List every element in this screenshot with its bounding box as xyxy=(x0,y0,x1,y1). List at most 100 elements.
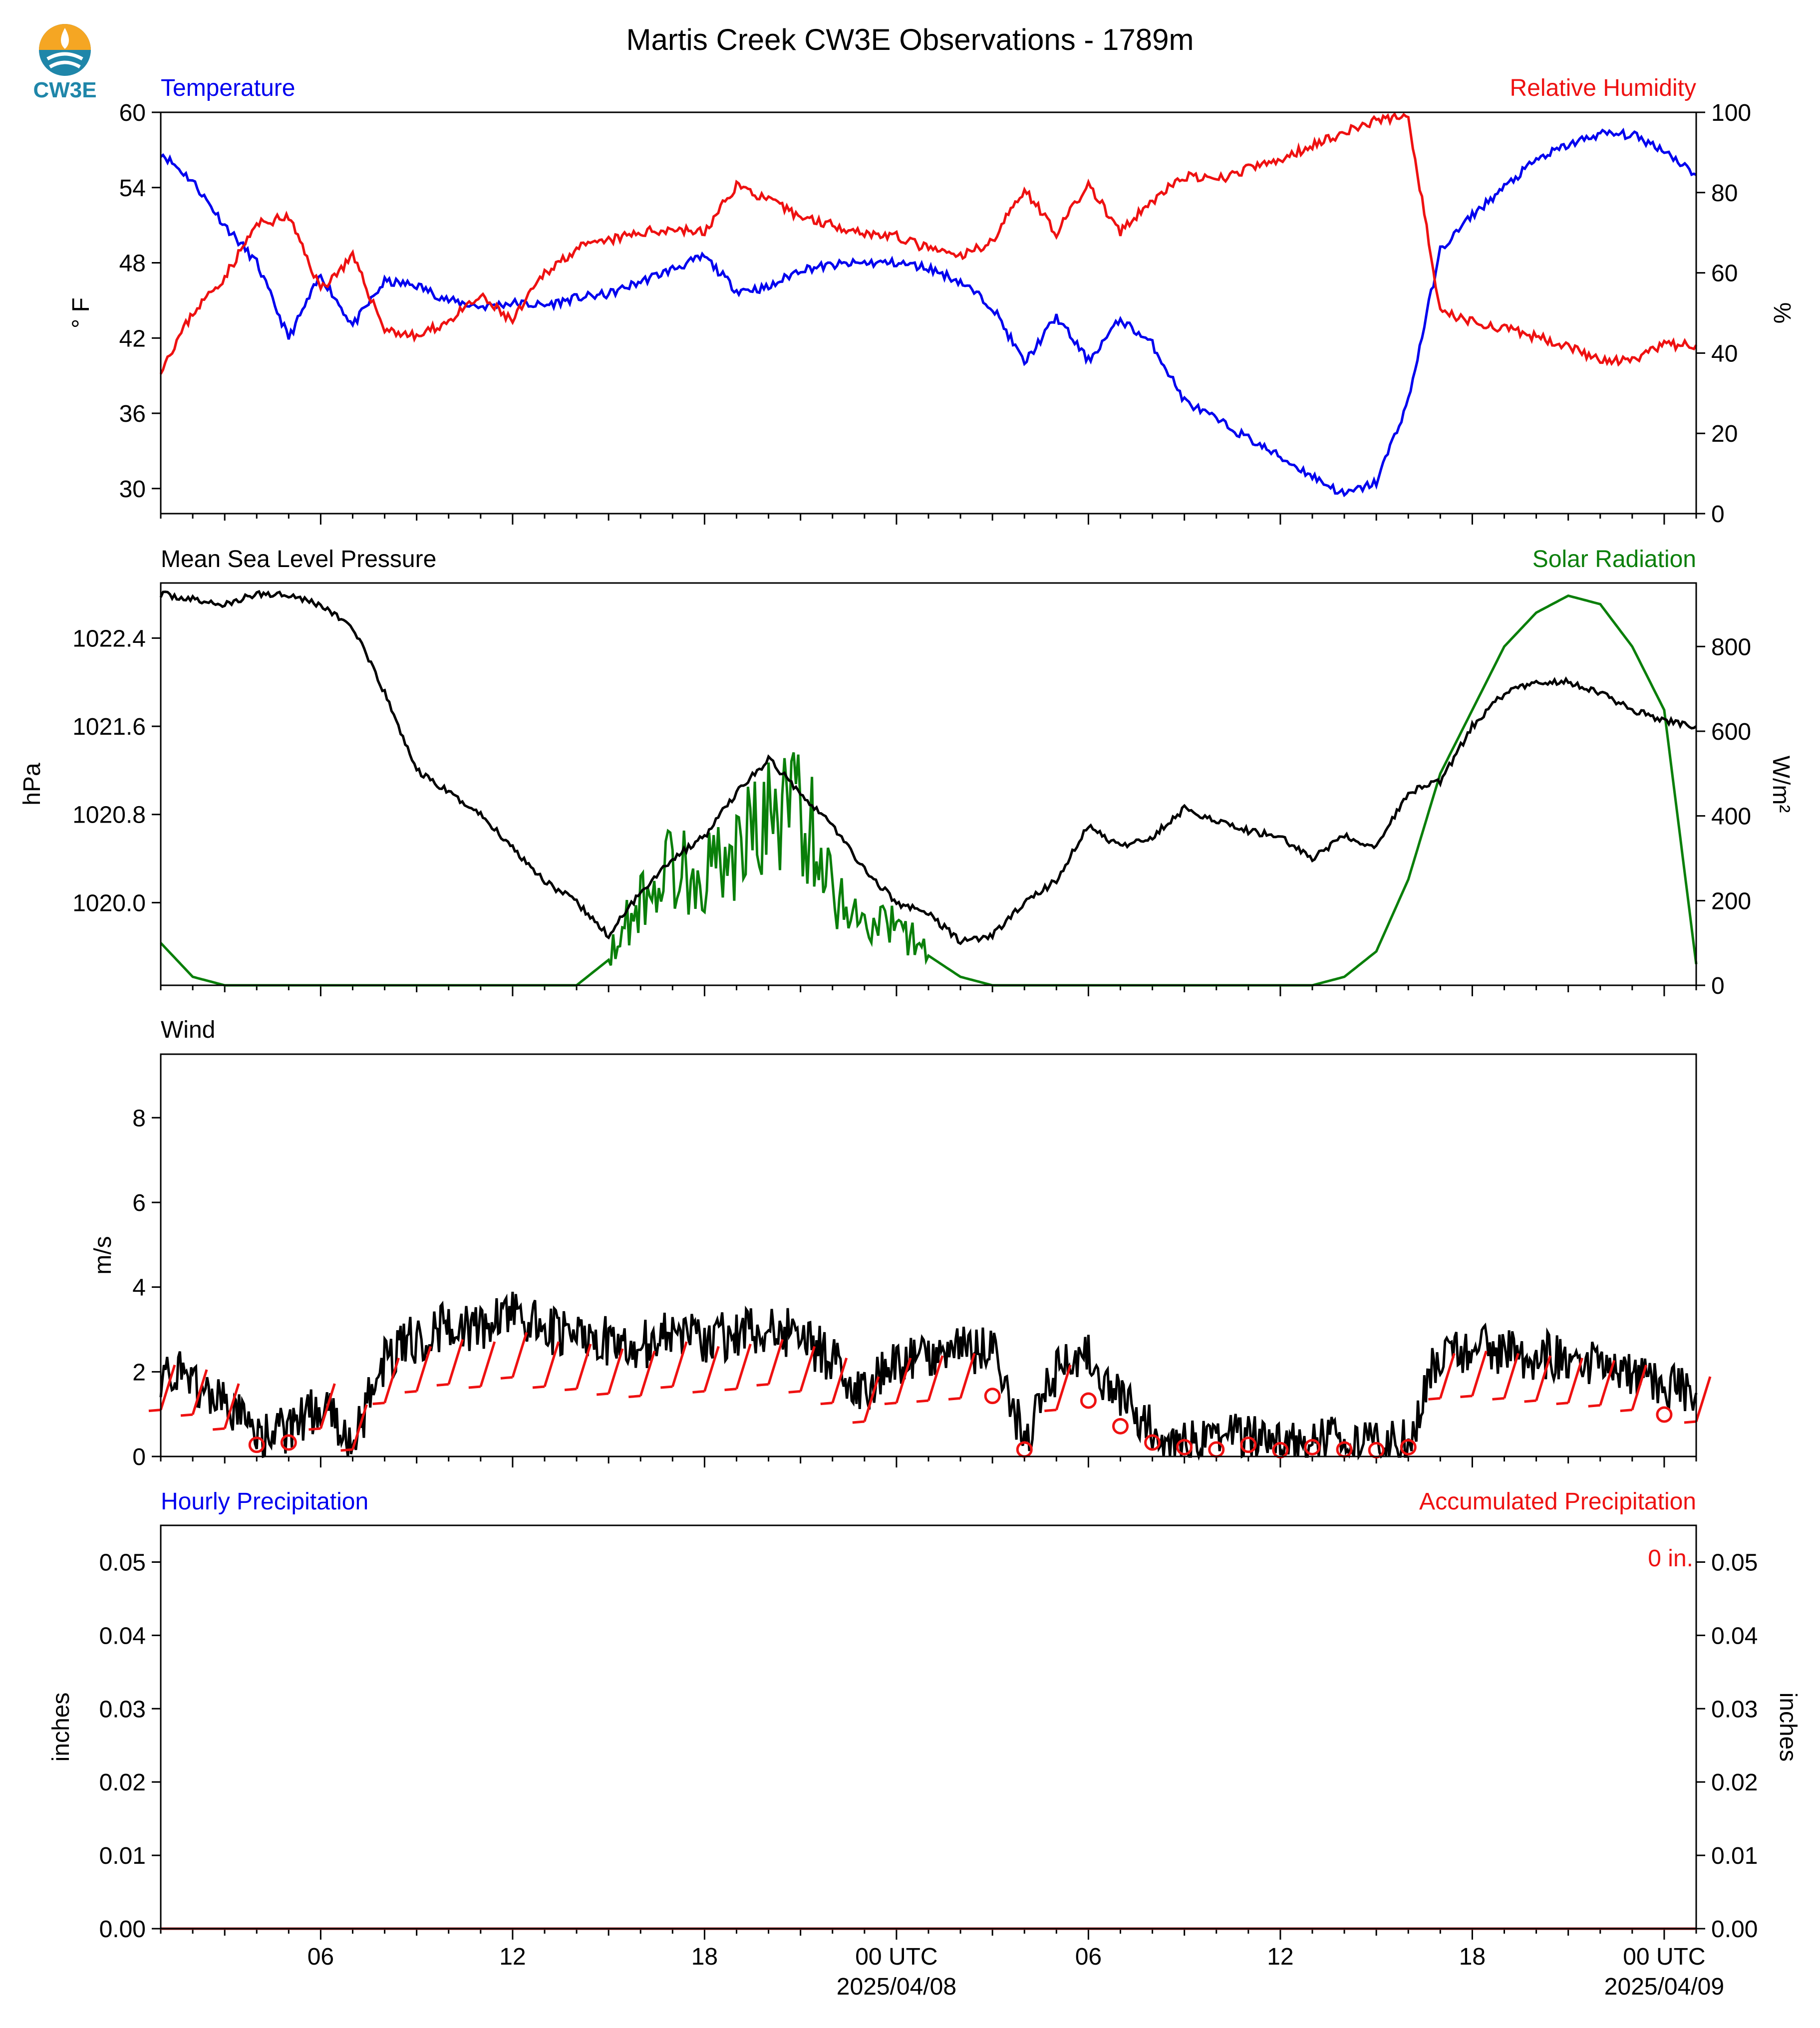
cw3e-logo: CW3E xyxy=(33,24,97,102)
panel3-frame xyxy=(160,1053,1697,1457)
wind-barb-marker xyxy=(1588,1360,1616,1408)
accum-precip-axis-tick-label: 0.04 xyxy=(1711,1623,1758,1649)
accum-precip-axis-tick-label: 0.03 xyxy=(1711,1696,1758,1723)
panel4-yticks-left: 0.00 0.01 0.02 0.03 0.04 0.05 xyxy=(99,1549,161,1943)
panel2-title-left: Mean Sea Level Pressure xyxy=(161,546,436,573)
panel2-ylabel-right: W/m² xyxy=(1768,756,1794,813)
wind-barb-marker xyxy=(372,1357,400,1406)
panel1-yticks-right: 0 20 40 60 80 100 xyxy=(1696,100,1751,528)
wind-barb-marker xyxy=(1620,1364,1648,1413)
panel1-title-left: Temperature xyxy=(161,75,295,101)
wind-barb-marker xyxy=(180,1369,208,1417)
wind-calm-marker xyxy=(1144,1434,1161,1451)
humidity-axis-tick-label: 60 xyxy=(1711,261,1738,287)
panel-precipitation: Hourly Precipitation Accumulated Precipi… xyxy=(48,1488,1801,2000)
x-date-label: 2025/04/08 xyxy=(837,1974,956,2000)
wind-calm-marker xyxy=(1080,1392,1097,1409)
panel2-frame xyxy=(160,582,1697,986)
wind-calm-marker xyxy=(984,1388,1001,1405)
temperature-axis-tick-label: 42 xyxy=(119,325,146,352)
pressure-line xyxy=(159,589,1697,945)
panel2-title-right: Solar Radiation xyxy=(1532,546,1696,573)
accum-precip-axis-tick-label: 0.02 xyxy=(1711,1769,1758,1796)
wind-speed-line xyxy=(159,1291,1698,1461)
solar-axis-tick-label: 800 xyxy=(1711,634,1751,660)
pressure-axis-tick-label: 1020.8 xyxy=(72,802,146,829)
wind-calm-marker xyxy=(280,1434,297,1451)
wind-barb-marker xyxy=(884,1357,912,1406)
panel1-ylabel-left: ° F xyxy=(68,297,94,328)
relative-humidity-line xyxy=(159,112,1698,375)
wind-axis-tick-label: 2 xyxy=(132,1359,146,1386)
panel1-xticks xyxy=(160,514,1697,525)
solar-axis-tick-label: 400 xyxy=(1711,804,1751,830)
panel4-title-right: Accumulated Precipitation xyxy=(1419,1488,1696,1515)
x-tick-label: 12 xyxy=(499,1944,526,1970)
logo-text: CW3E xyxy=(33,78,96,102)
panel-pressure-solar: Mean Sea Level Pressure Solar Radiation … xyxy=(19,546,1794,999)
solar-axis-tick-label: 600 xyxy=(1711,719,1751,745)
wind-barb-marker xyxy=(1428,1353,1456,1401)
panel4-ylabel-right: inches xyxy=(1775,1693,1801,1762)
hourly-precip-axis-tick-label: 0.05 xyxy=(99,1549,146,1576)
hourly-precip-axis-tick-label: 0.04 xyxy=(99,1623,146,1649)
x-tick-label: 18 xyxy=(1459,1944,1486,1970)
wind-axis-tick-label: 4 xyxy=(132,1275,146,1301)
temperature-axis-tick-label: 60 xyxy=(119,100,146,126)
panel-wind: Wind 0 2 4 6 8 m/s xyxy=(90,1017,1712,1470)
wind-barb-marker xyxy=(212,1383,240,1431)
humidity-axis-tick-label: 80 xyxy=(1711,180,1738,207)
wind-calm-marker xyxy=(248,1437,265,1453)
wind-barb-marker xyxy=(1460,1350,1488,1399)
hourly-precip-axis-tick-label: 0.01 xyxy=(99,1843,146,1869)
wind-barb-marker xyxy=(724,1343,752,1392)
temperature-line xyxy=(160,127,1697,498)
temperature-axis-tick-label: 48 xyxy=(119,251,146,277)
figure-title: Martis Creek CW3E Observations - 1789m xyxy=(626,23,1194,56)
wind-barb-marker xyxy=(1684,1376,1712,1424)
accum-precip-axis-tick-label: 0.01 xyxy=(1711,1843,1758,1869)
wind-barb-marker xyxy=(1524,1355,1551,1403)
hourly-precip-axis-tick-label: 0.03 xyxy=(99,1696,146,1723)
wind-barb-marker xyxy=(788,1346,816,1394)
precip-total-annotation: 0 in. xyxy=(1648,1545,1693,1572)
wind-barb-marker xyxy=(692,1346,720,1394)
x-tick-label: 00 UTC xyxy=(855,1944,937,1970)
hourly-precip-axis-tick-label: 0.00 xyxy=(99,1916,146,1943)
x-tick-label: 06 xyxy=(1075,1944,1102,1970)
wind-barb-marker xyxy=(340,1404,368,1452)
temperature-axis-tick-label: 30 xyxy=(119,476,146,503)
humidity-axis-tick-label: 40 xyxy=(1711,340,1738,367)
panel4-frame xyxy=(160,1524,1697,1930)
wind-barbs xyxy=(148,1332,1712,1458)
temperature-axis-tick-label: 54 xyxy=(119,175,146,202)
wind-barb-marker xyxy=(308,1383,336,1431)
wind-axis-tick-label: 0 xyxy=(132,1444,146,1470)
panel1-ylabel-right: % xyxy=(1769,302,1795,324)
wind-calm-marker xyxy=(1656,1406,1673,1423)
pressure-axis-tick-label: 1022.4 xyxy=(72,625,146,652)
temperature-axis-tick-label: 36 xyxy=(119,401,146,427)
panel4-title-left: Hourly Precipitation xyxy=(161,1488,368,1515)
solar-axis-tick-label: 200 xyxy=(1711,888,1751,914)
hourly-precip-axis-tick-label: 0.02 xyxy=(99,1769,146,1796)
solar-axis-tick-label: 0 xyxy=(1711,973,1725,999)
wind-barb-marker xyxy=(820,1357,848,1406)
wind-calm-marker xyxy=(1112,1418,1129,1435)
wind-barb-marker xyxy=(404,1346,432,1394)
wind-barb-marker xyxy=(532,1341,560,1389)
wind-barb-marker xyxy=(628,1350,656,1399)
panel1-title-right: Relative Humidity xyxy=(1510,75,1696,101)
wind-barb-marker xyxy=(436,1339,464,1387)
wind-barb-marker xyxy=(756,1339,784,1387)
humidity-axis-tick-label: 20 xyxy=(1711,421,1738,447)
x-tick-label: 12 xyxy=(1267,1944,1293,1970)
wind-barb-marker xyxy=(148,1364,176,1413)
panel2-yticks-left: 1020.0 1020.8 1021.6 1022.4 xyxy=(72,625,161,916)
panel2-yticks-right: 0 200 400 600 800 xyxy=(1696,634,1751,999)
wind-barb-marker xyxy=(596,1348,624,1396)
accum-precip-axis-tick-label: 0.00 xyxy=(1711,1916,1758,1943)
wind-axis-tick-label: 8 xyxy=(132,1105,146,1132)
wind-calm-marker xyxy=(1400,1439,1417,1455)
